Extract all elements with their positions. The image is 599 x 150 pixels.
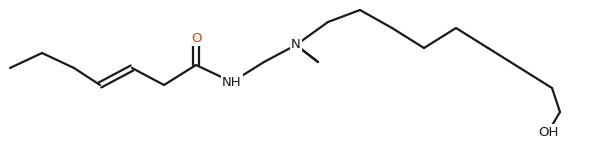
- Text: OH: OH: [538, 126, 558, 138]
- Text: NH: NH: [222, 75, 242, 88]
- Text: O: O: [190, 32, 201, 45]
- Text: N: N: [291, 39, 301, 51]
